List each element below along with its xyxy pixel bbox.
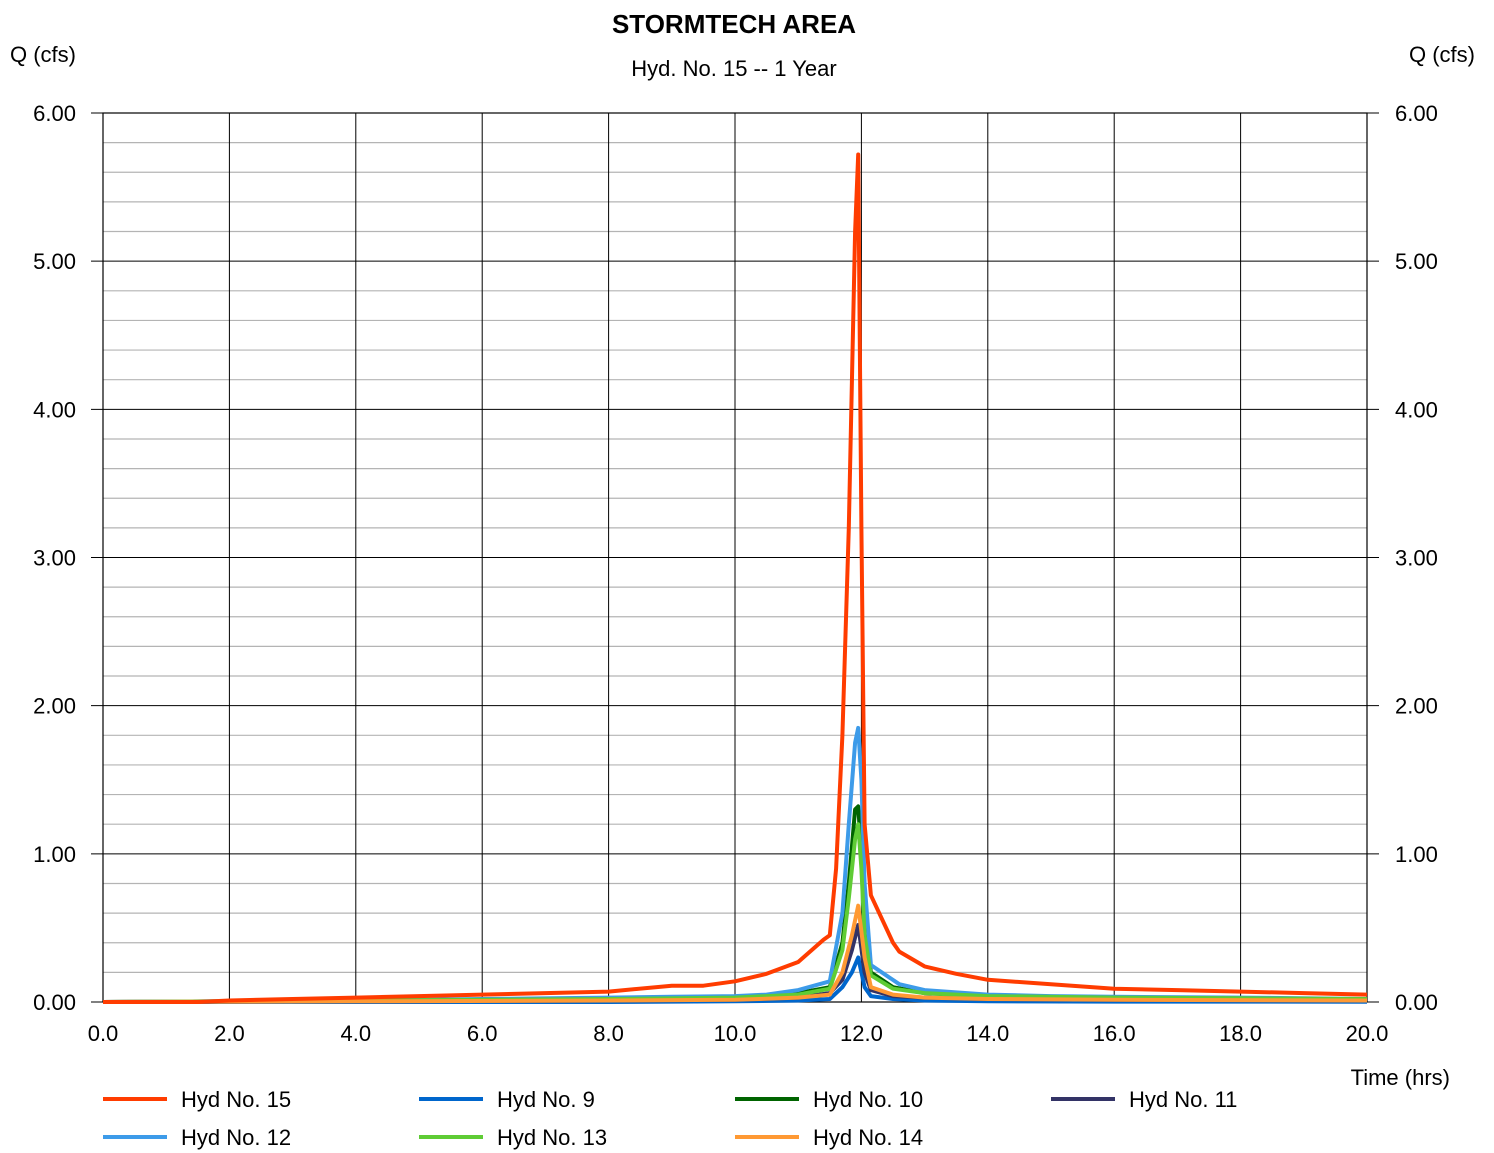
x-tick-label: 6.0 [467, 1021, 498, 1046]
y-tick-label-left: 4.00 [33, 397, 76, 422]
y-tick-label-left: 6.00 [33, 101, 76, 126]
y-tick-labels-left: 0.00 1.00 2.00 3.00 4.00 5.00 6.00 [33, 101, 76, 1015]
x-tick-label: 2.0 [214, 1021, 245, 1046]
legend-item: Hyd No. 12 [103, 1125, 291, 1150]
y-tick-label-left: 1.00 [33, 842, 76, 867]
legend-item: Hyd No. 15 [103, 1087, 291, 1112]
x-tick-label: 4.0 [341, 1021, 372, 1046]
series-line-hyd-no-14 [102, 903, 1368, 1004]
legend-item: Hyd No. 9 [419, 1087, 595, 1112]
series-line-hyd-no-15 [103, 152, 1368, 1004]
y-tick-labels-right: 0.00 1.00 2.00 3.00 4.00 5.00 6.00 [1395, 101, 1438, 1015]
x-tick-label: 0.0 [88, 1021, 119, 1046]
x-tick-label: 10.0 [714, 1021, 757, 1046]
chart-subtitle: Hyd. No. 15 -- 1 Year [631, 56, 836, 81]
x-tick-label: 18.0 [1219, 1021, 1262, 1046]
chart-title: STORMTECH AREA [612, 9, 856, 39]
legend-item: Hyd No. 14 [735, 1125, 923, 1150]
y-tick-label-right: 2.00 [1395, 694, 1438, 719]
legend-label: Hyd No. 10 [813, 1087, 923, 1112]
y-tick-label-left: 5.00 [33, 249, 76, 274]
legend-item: Hyd No. 11 [1051, 1087, 1237, 1112]
y-tick-label-right: 3.00 [1395, 546, 1438, 571]
x-axis-label: Time (hrs) [1351, 1065, 1450, 1090]
legend-label: Hyd No. 14 [813, 1125, 923, 1150]
y-axis-label-left: Q (cfs) [10, 42, 76, 67]
y-tick-label-right: 4.00 [1395, 397, 1438, 422]
y-tick-label-left: 2.00 [33, 694, 76, 719]
series-lines [102, 152, 1368, 1004]
x-tick-label: 20.0 [1346, 1021, 1389, 1046]
x-tick-label: 16.0 [1093, 1021, 1136, 1046]
y-axis-label-right: Q (cfs) [1409, 42, 1475, 67]
legend-item: Hyd No. 10 [735, 1087, 923, 1112]
major-grid [91, 112, 1379, 1003]
legend-label: Hyd No. 9 [497, 1087, 595, 1112]
legend-label: Hyd No. 12 [181, 1125, 291, 1150]
legend: Hyd No. 15 Hyd No. 9 Hyd No. 10 Hyd No. 11 H… [103, 1087, 1237, 1150]
y-tick-label-left: 3.00 [33, 546, 76, 571]
y-tick-label-right: 1.00 [1395, 842, 1438, 867]
x-tick-label: 14.0 [966, 1021, 1009, 1046]
x-tick-label: 12.0 [840, 1021, 883, 1046]
y-tick-label-left: 0.00 [33, 990, 76, 1015]
series-line-hyd-no-13 [102, 822, 1368, 1004]
x-tick-label: 8.0 [593, 1021, 624, 1046]
y-tick-label-right: 0.00 [1395, 990, 1438, 1015]
x-tick-labels: 0.0 2.0 4.0 6.0 8.0 10.0 12.0 14.0 16.0 18.0 20.0 [88, 1021, 1389, 1046]
legend-label: Hyd No. 13 [497, 1125, 607, 1150]
legend-label: Hyd No. 11 [1129, 1087, 1237, 1112]
legend-label: Hyd No. 15 [181, 1087, 291, 1112]
y-tick-label-right: 5.00 [1395, 249, 1438, 274]
y-tick-label-right: 6.00 [1395, 101, 1438, 126]
legend-item: Hyd No. 13 [419, 1125, 607, 1150]
